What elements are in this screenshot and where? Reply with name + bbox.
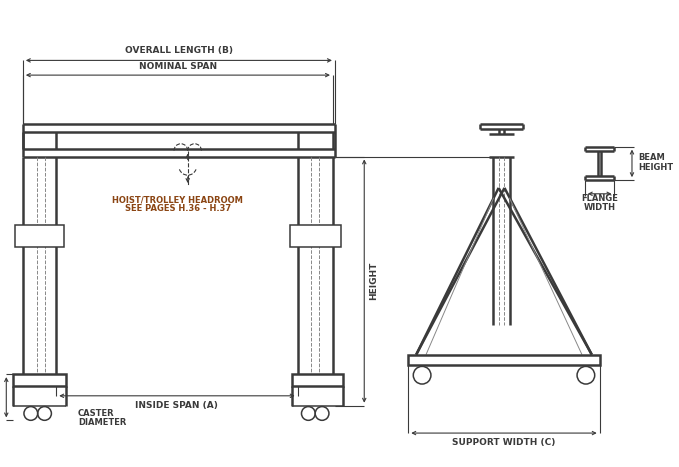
- Text: CASTER: CASTER: [78, 409, 115, 418]
- Text: WIDTH: WIDTH: [584, 203, 616, 212]
- Bar: [292, 374, 343, 386]
- Text: NOMINAL SPAN: NOMINAL SPAN: [139, 62, 217, 71]
- Text: HOIST/TROLLEY HEADROOM: HOIST/TROLLEY HEADROOM: [113, 195, 243, 204]
- Bar: [290, 225, 341, 247]
- Text: SUPPORT WIDTH (C): SUPPORT WIDTH (C): [452, 439, 555, 447]
- Bar: [15, 225, 64, 247]
- Text: HEIGHT: HEIGHT: [369, 262, 379, 300]
- Text: BEAM: BEAM: [638, 153, 665, 162]
- Text: DIAMETER: DIAMETER: [78, 418, 126, 427]
- Text: OVERALL LENGTH (B): OVERALL LENGTH (B): [125, 46, 233, 55]
- Text: INSIDE SPAN (A): INSIDE SPAN (A): [136, 401, 219, 410]
- Text: FLANGE: FLANGE: [581, 194, 618, 203]
- Text: SEE PAGES H.36 - H.37: SEE PAGES H.36 - H.37: [125, 204, 231, 213]
- Bar: [13, 374, 66, 386]
- Bar: [408, 354, 600, 365]
- Text: HEIGHT: HEIGHT: [638, 163, 673, 172]
